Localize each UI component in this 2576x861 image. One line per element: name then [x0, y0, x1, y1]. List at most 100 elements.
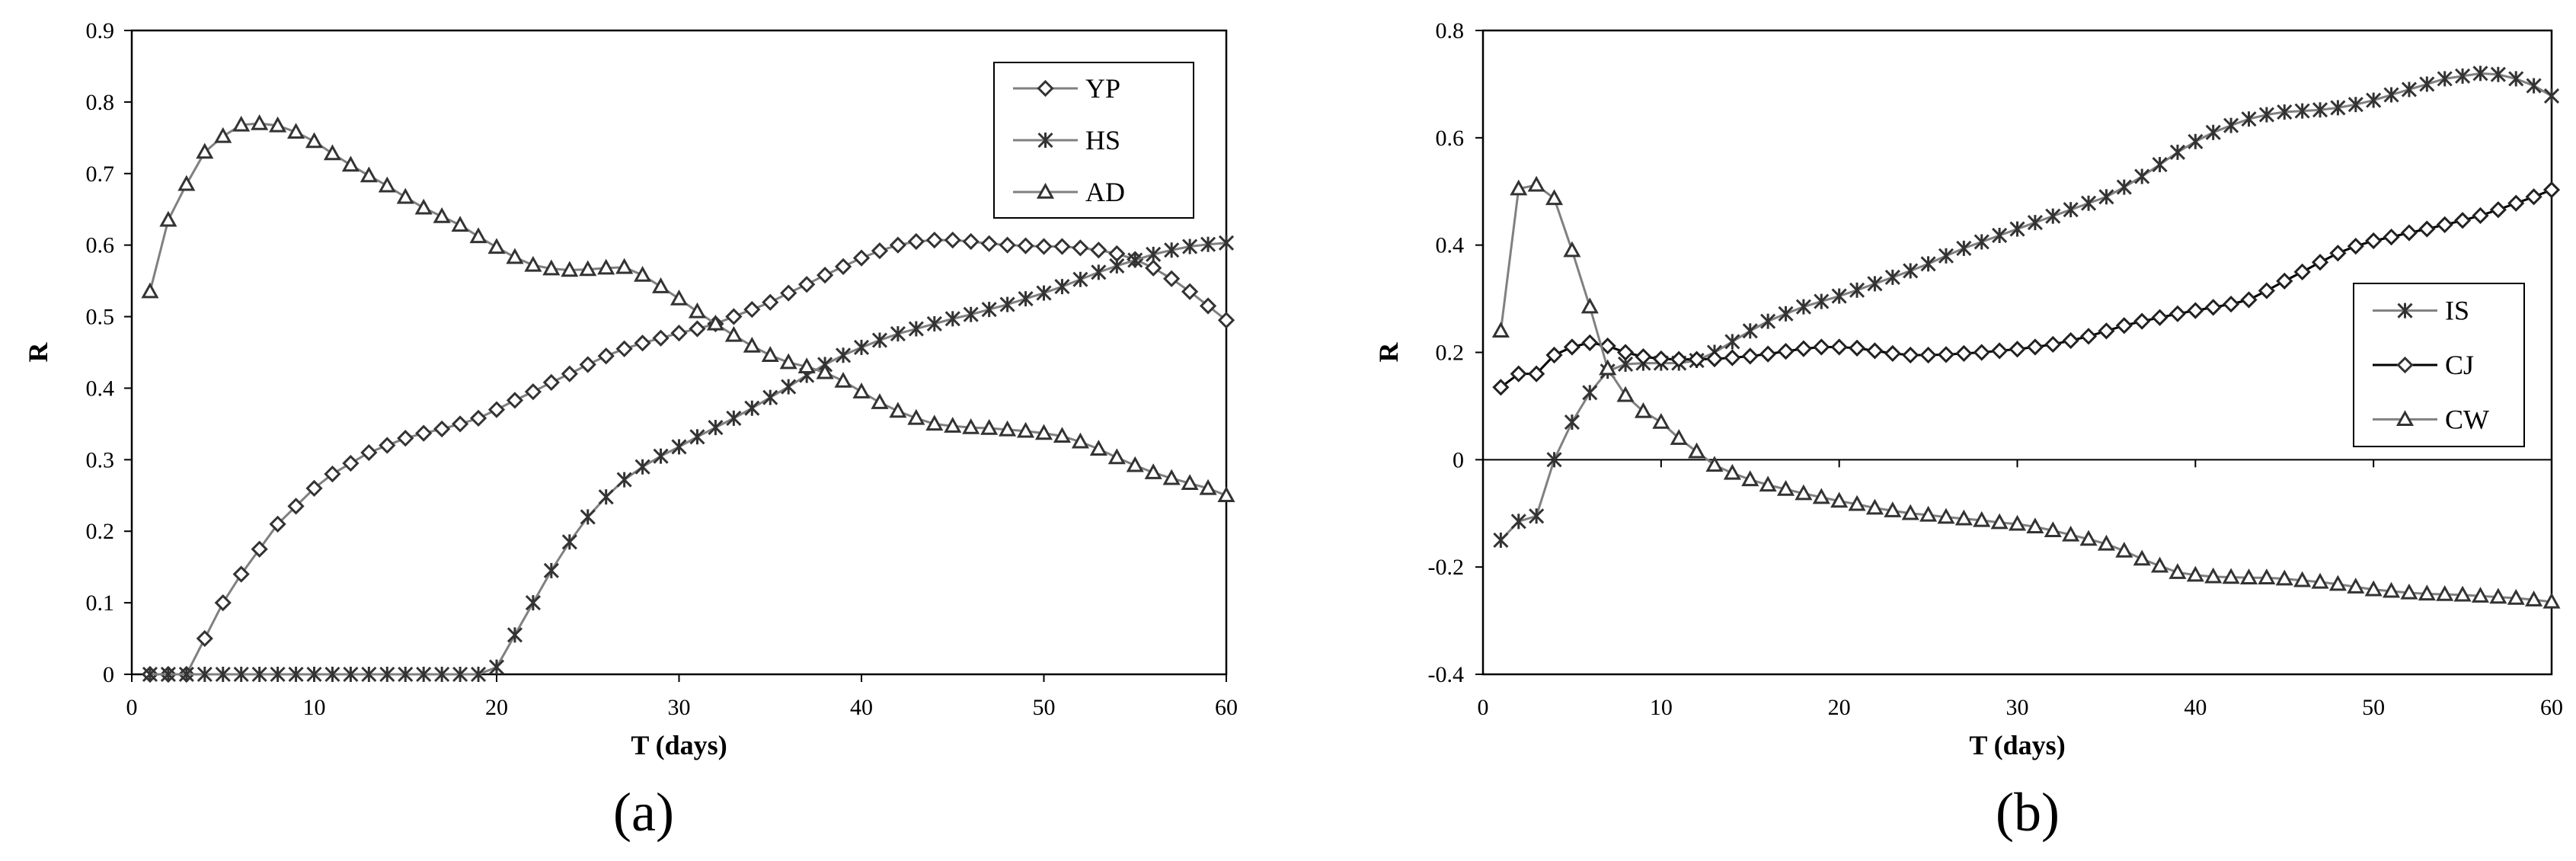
data-point [1848, 495, 1866, 511]
data-point [1071, 432, 1089, 449]
data-point [1705, 350, 1724, 368]
data-point [1017, 421, 1035, 438]
data-point [2328, 575, 2347, 591]
data-point [1182, 238, 1198, 254]
data-point [2347, 578, 2365, 594]
data-point [287, 498, 305, 515]
data-point [398, 666, 414, 683]
legend-label: IS [2445, 296, 2469, 326]
data-point [1146, 246, 1162, 262]
data-point [2241, 111, 2257, 127]
data-point [1164, 242, 1180, 258]
data-point [1580, 297, 1599, 314]
data-point [2383, 228, 2400, 246]
data-point [561, 365, 578, 382]
y-tick-label: 0.1 [86, 591, 115, 616]
data-point [1181, 283, 1199, 300]
data-point [944, 417, 962, 433]
data-point [542, 373, 560, 392]
series-cw [1491, 175, 2561, 609]
data-point [196, 629, 213, 648]
data-point [1126, 456, 1144, 472]
data-point [1510, 365, 1527, 382]
legend-marker [2395, 410, 2415, 427]
data-point [1599, 359, 1617, 376]
data-point [871, 393, 889, 409]
y-axis-title: R [1373, 342, 1404, 363]
data-point [962, 418, 980, 434]
data-point [379, 666, 395, 683]
data-point [1492, 379, 1510, 396]
data-point [2542, 181, 2561, 199]
data-point [1830, 338, 1848, 356]
data-point [908, 321, 924, 337]
data-point [2365, 232, 2383, 250]
data-point [1109, 258, 1125, 274]
data-point [706, 314, 724, 331]
y-tick-label: 0.3 [86, 447, 115, 472]
data-point [689, 429, 705, 445]
data-point [1795, 340, 1813, 357]
data-point [141, 282, 159, 299]
x-tick-label: 20 [485, 695, 508, 720]
data-point [2419, 76, 2435, 92]
data-point [1741, 347, 1759, 365]
data-point [159, 210, 177, 227]
data-point [2525, 591, 2543, 607]
series-ad [141, 114, 1235, 502]
data-point [1218, 235, 1235, 251]
data-point [2453, 212, 2472, 229]
y-tick-label: 0.8 [86, 90, 115, 115]
data-point [743, 301, 761, 318]
data-point [1616, 386, 1635, 402]
data-point [561, 534, 577, 550]
data-point [2471, 587, 2490, 603]
data-point [2222, 568, 2240, 584]
panel-label: (a) [613, 782, 674, 843]
data-point [2526, 78, 2542, 94]
data-point [2436, 584, 2454, 601]
data-point [2063, 202, 2079, 218]
data-point [1144, 463, 1162, 479]
data-point [2026, 517, 2044, 534]
data-point [2097, 534, 2115, 551]
data-point [2294, 103, 2310, 119]
data-point [1759, 475, 1777, 492]
data-point [1812, 488, 1830, 504]
data-point [1162, 469, 1181, 485]
data-point [1581, 334, 1599, 351]
data-point [1778, 306, 1794, 322]
data-point [1652, 350, 1670, 368]
data-point [2186, 565, 2204, 582]
data-point [469, 227, 487, 244]
data-point [2455, 68, 2471, 84]
data-point [214, 594, 232, 612]
data-point [434, 666, 450, 683]
legend-label: CW [2445, 404, 2489, 434]
data-point [2009, 221, 2025, 237]
data-point [270, 666, 286, 683]
x-tick-label: 10 [303, 695, 326, 720]
data-point [597, 347, 615, 365]
data-point [1937, 346, 1955, 363]
data-point [1919, 505, 1938, 522]
data-point [1814, 293, 1830, 309]
data-point [1776, 479, 1795, 496]
data-point [251, 540, 268, 558]
series-yp [141, 231, 1235, 683]
data-point [232, 565, 250, 583]
data-point [305, 132, 324, 149]
data-point [2240, 291, 2258, 309]
panel-b-chart: -0.4 -0.2 0 0.2 0.4 0.6 0.8 0 10 20 30 40 50 60 T (day… [1373, 18, 2563, 843]
x-tick-label: 50 [2362, 695, 2385, 720]
data-point [670, 325, 688, 342]
data-point [215, 666, 231, 683]
legend-marker [1037, 132, 1053, 149]
data-point [1545, 189, 1564, 206]
data-point [761, 346, 779, 362]
data-point [798, 276, 816, 293]
series-cj [1492, 181, 2561, 396]
data-point [269, 116, 287, 133]
data-point [2134, 168, 2150, 184]
data-point [615, 340, 633, 357]
